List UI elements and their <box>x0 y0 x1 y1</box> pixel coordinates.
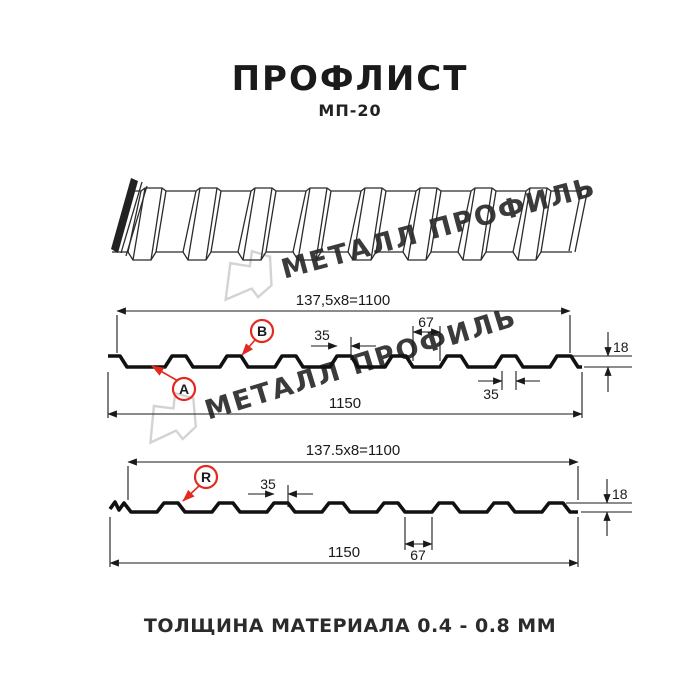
dim-top-rib-underside: 35 <box>478 371 540 402</box>
dim-value: 137,5x8=1100 <box>296 292 390 309</box>
sheet-3d-cut-lines <box>120 181 148 257</box>
dim-value: 18 <box>612 486 628 502</box>
profile-bottom-outline <box>108 500 578 514</box>
dim-top-height: 18 <box>573 332 632 392</box>
page-title: ПРОФЛИСТ <box>232 59 469 99</box>
brand-logo-icon <box>224 249 273 302</box>
sheet-3d-view <box>111 178 589 261</box>
dim-value: 1150 <box>329 395 361 412</box>
dim-value: 137.5x8=1100 <box>306 442 400 459</box>
sheet-3d-far-edge <box>130 187 588 192</box>
material-thickness-note: ТОЛЩИНА МАТЕРИАЛА 0.4 - 0.8 ММ <box>144 615 556 637</box>
callout-letter: B <box>257 323 267 339</box>
dim-bottom-rib-width: 35 <box>248 476 313 507</box>
dim-bottom-valley-width: 67 <box>404 517 433 563</box>
dim-bottom-working-width: 137.5x8=1100 <box>127 442 579 500</box>
dim-bottom-overall-width: 1150 <box>109 517 579 567</box>
callout-letter: R <box>201 469 211 485</box>
watermark-upper: МЕТАЛЛ ПРОФИЛЬ <box>224 172 600 302</box>
dim-top-overall-width: 1150 <box>107 372 583 418</box>
sheet-3d-cut-edge <box>111 178 138 253</box>
dim-value: 1150 <box>328 544 360 561</box>
profile-bottom: 137.5x8=1100 1150 35 67 18 <box>108 442 632 567</box>
dim-value: 35 <box>314 327 330 343</box>
profile-top-outline <box>108 354 582 369</box>
profile-top: 137,5x8=1100 1150 35 67 18 <box>107 292 632 418</box>
sheet-3d-near-edge <box>112 251 572 261</box>
dim-bottom-height: 18 <box>566 479 632 536</box>
dim-value: 18 <box>613 339 629 355</box>
callout-side-a: A <box>151 365 197 402</box>
dim-value: 35 <box>483 386 499 402</box>
dim-top-valley-width: 67 <box>412 314 441 361</box>
sheet-3d-rib-lines <box>127 187 589 261</box>
page-subtitle: МП-20 <box>318 101 381 120</box>
callout-side-b: B <box>241 318 275 356</box>
callout-side-r: R <box>182 464 219 502</box>
brand-logo-icon <box>149 391 198 445</box>
dim-value: 35 <box>260 476 276 492</box>
dim-value: 67 <box>418 314 434 330</box>
callout-letter: A <box>179 381 189 397</box>
dim-top-working-width: 137,5x8=1100 <box>116 292 571 353</box>
watermark-lower: МЕТАЛЛ ПРОФИЛЬ <box>149 302 521 445</box>
dim-top-rib-width: 35 <box>311 327 376 360</box>
dim-value: 67 <box>410 547 426 563</box>
